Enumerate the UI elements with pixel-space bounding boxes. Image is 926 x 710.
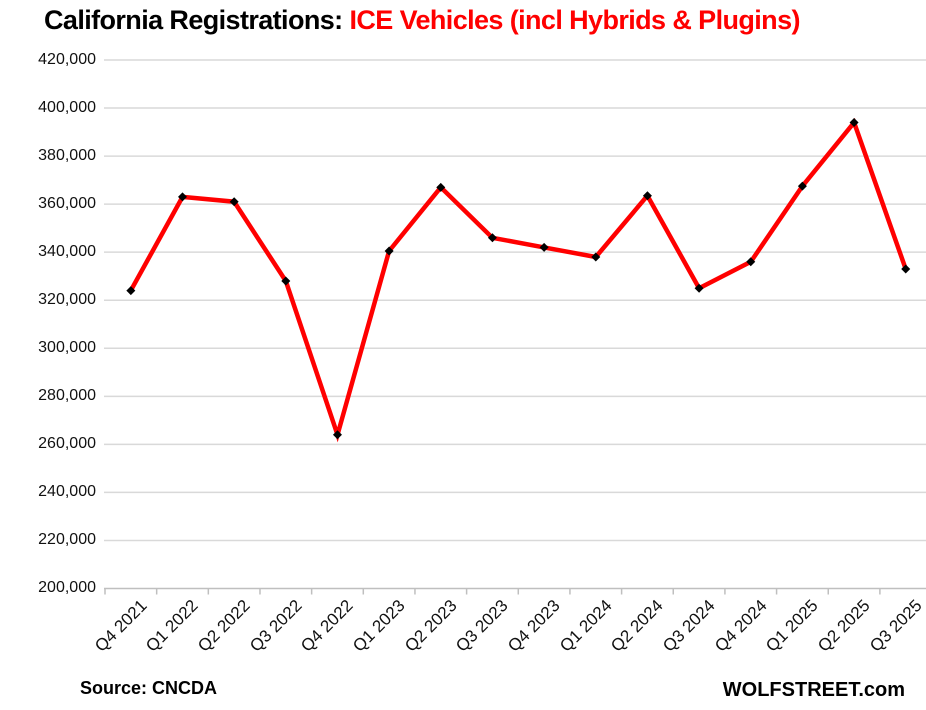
y-axis-label: 340,000 <box>38 242 96 260</box>
y-axis-label: 400,000 <box>38 98 96 116</box>
title-accent: ICE Vehicles (incl Hybrids & Plugins) <box>349 5 800 35</box>
data-point-marker <box>436 182 446 192</box>
data-point-marker <box>849 117 859 127</box>
chart-title: California Registrations: ICE Vehicles (… <box>44 5 800 36</box>
y-axis-label: 360,000 <box>38 194 96 212</box>
data-point-marker <box>229 197 239 207</box>
data-point-marker <box>694 283 704 293</box>
data-point-marker <box>901 264 911 274</box>
title-main: California Registrations: <box>44 5 350 35</box>
data-point-marker <box>177 192 187 202</box>
y-axis-label: 260,000 <box>38 434 96 452</box>
y-axis-label: 300,000 <box>38 338 96 356</box>
data-point-marker <box>281 276 291 286</box>
y-axis-label: 240,000 <box>38 482 96 500</box>
source-label: Source: CNCDA <box>80 678 218 698</box>
data-point-marker <box>487 233 497 243</box>
y-axis-label: 280,000 <box>38 386 96 404</box>
data-point-marker <box>126 286 136 296</box>
data-point-marker <box>539 242 549 252</box>
y-axis-label: 380,000 <box>38 146 96 164</box>
y-axis-label: 420,000 <box>38 50 96 68</box>
y-axis-label: 220,000 <box>38 530 96 548</box>
data-point-marker <box>591 252 601 262</box>
data-point-marker <box>746 257 756 267</box>
brand-label: WOLFSTREET.com <box>722 679 905 701</box>
data-point-marker <box>384 246 394 256</box>
data-point-marker <box>332 430 342 440</box>
series-line <box>128 117 908 443</box>
y-axis-label: 200,000 <box>38 579 96 596</box>
data-point-marker <box>642 191 652 201</box>
y-axis-label: 320,000 <box>38 290 96 308</box>
data-point-marker <box>797 181 807 191</box>
